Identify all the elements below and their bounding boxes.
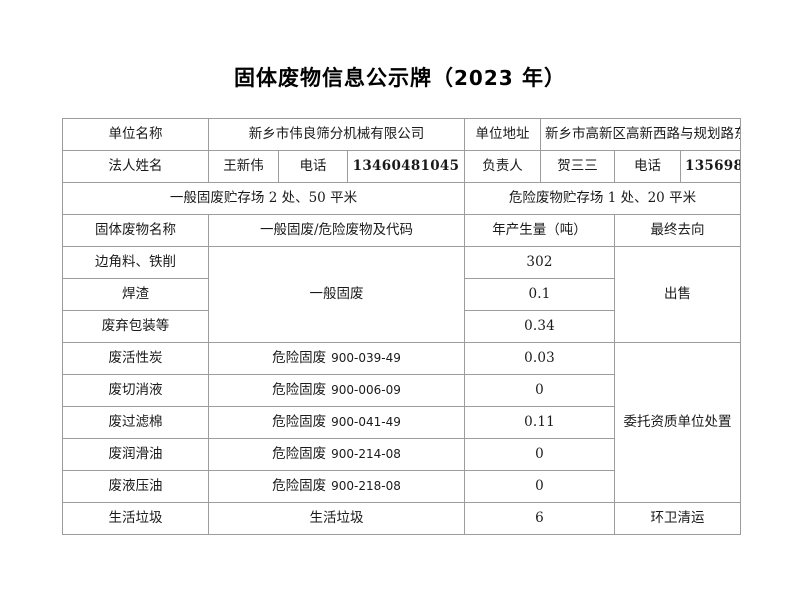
manager-phone-label: 电话: [614, 150, 681, 183]
waste-amount: 0: [464, 470, 615, 503]
table-row: 废切消液 危险固废 900-006-09 0: [62, 374, 741, 407]
waste-category-hazardous: 危险固废 900-218-08: [208, 470, 465, 503]
legal-phone-value: 13460481045: [347, 150, 465, 183]
waste-amount: 0: [464, 438, 615, 471]
waste-category-hazardous: 危险固废 900-006-09: [208, 374, 465, 407]
legal-person-value: 王新伟: [208, 150, 279, 183]
waste-code: 900-006-09: [331, 382, 401, 397]
waste-amount: 6: [464, 502, 615, 535]
header-waste-name: 固体废物名称: [62, 214, 209, 247]
legal-phone-label: 电话: [278, 150, 348, 183]
waste-code: 900-041-49: [331, 414, 401, 429]
waste-destination-general: 出售: [614, 246, 741, 343]
waste-category-label: 危险固废: [272, 413, 327, 430]
waste-name: 废切消液: [62, 374, 209, 407]
waste-category-label: 危险固废: [272, 349, 327, 366]
waste-category-label: 危险固废: [272, 381, 327, 398]
table-row-company: 单位名称 新乡市伟良筛分机械有限公司 单位地址 新乡市高新区高新西路与规划路东南…: [62, 118, 741, 151]
waste-code: 900-039-49: [331, 350, 401, 365]
waste-name: 生活垃圾: [62, 502, 209, 535]
header-annual-amount: 年产生量（吨）: [464, 214, 615, 247]
title-suffix: 年）: [513, 65, 566, 90]
manager-phone-value: 13569864741: [680, 150, 741, 183]
solid-waste-table: 单位名称 新乡市伟良筛分机械有限公司 单位地址 新乡市高新区高新西路与规划路东南…: [62, 118, 741, 535]
address-value: 新乡市高新区高新西路与规划路东南角: [540, 118, 741, 151]
table-row: 生活垃圾 生活垃圾 6 环卫清运: [62, 502, 741, 535]
waste-amount: 0.1: [464, 278, 615, 311]
legal-person-label: 法人姓名: [62, 150, 209, 183]
hazard-storage-value: 危险废物贮存场 1 处、20 平米: [464, 182, 741, 215]
waste-destination-domestic: 环卫清运: [614, 502, 741, 535]
table-row: 废活性炭 危险固废 900-039-49 0.03 委托资质单位处置: [62, 342, 741, 503]
waste-category-general: 一般固废: [208, 246, 465, 343]
waste-destination-hazardous: 委托资质单位处置: [614, 342, 741, 503]
header-category-code: 一般固废/危险废物及代码: [208, 214, 465, 247]
waste-name: 边角料、铁削: [62, 246, 209, 279]
waste-category-domestic: 生活垃圾: [208, 502, 465, 535]
manager-value: 贺三三: [540, 150, 615, 183]
general-storage-value: 一般固废贮存场 2 处、50 平米: [62, 182, 465, 215]
manager-label: 负责人: [464, 150, 541, 183]
title-year: 2023: [454, 66, 514, 90]
waste-name: 废润滑油: [62, 438, 209, 471]
table-row-storage: 一般固废贮存场 2 处、50 平米 危险废物贮存场 1 处、20 平米: [62, 182, 741, 215]
company-value: 新乡市伟良筛分机械有限公司: [208, 118, 465, 151]
table-row: 废过滤棉 危险固废 900-041-49 0.11: [62, 406, 741, 439]
waste-category-label: 危险固废: [272, 477, 327, 494]
header-destination: 最终去向: [614, 214, 741, 247]
waste-category-hazardous: 危险固废 900-039-49: [208, 342, 465, 375]
title-prefix: 固体废物信息公示牌（: [234, 65, 454, 90]
waste-name: 焊渣: [62, 278, 209, 311]
address-label: 单位地址: [464, 118, 541, 151]
page-title: 固体废物信息公示牌（2023 年）: [0, 62, 800, 92]
waste-amount: 0.34: [464, 310, 615, 343]
waste-name: 废液压油: [62, 470, 209, 503]
company-label: 单位名称: [62, 118, 209, 151]
table-row: 废弃包装等 0.34: [62, 310, 741, 343]
waste-category-hazardous: 危险固废 900-041-49: [208, 406, 465, 439]
waste-code: 900-214-08: [331, 446, 401, 461]
waste-category-hazardous: 危险固废 900-214-08: [208, 438, 465, 471]
table-header-row: 固体废物名称 一般固废/危险废物及代码 年产生量（吨） 最终去向: [62, 214, 741, 247]
waste-name: 废过滤棉: [62, 406, 209, 439]
waste-amount: 0.11: [464, 406, 615, 439]
waste-amount: 302: [464, 246, 615, 279]
table-row: 焊渣 0.1: [62, 278, 741, 311]
waste-name: 废弃包装等: [62, 310, 209, 343]
table-row: 废润滑油 危险固废 900-214-08 0: [62, 438, 741, 471]
waste-name: 废活性炭: [62, 342, 209, 375]
waste-category-label: 危险固废: [272, 445, 327, 462]
table-row: 边角料、铁削 一般固废 302 出售: [62, 246, 741, 343]
table-row-contacts: 法人姓名 王新伟 电话 13460481045 负责人 贺三三 电话 13569…: [62, 150, 741, 183]
waste-code: 900-218-08: [331, 478, 401, 493]
waste-amount: 0.03: [464, 342, 615, 375]
waste-amount: 0: [464, 374, 615, 407]
